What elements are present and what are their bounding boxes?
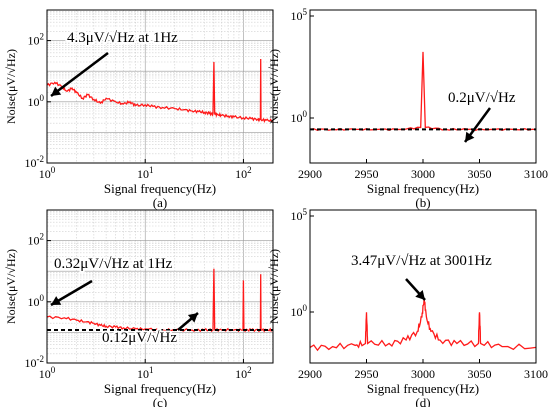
plot-frame (309, 209, 537, 364)
x-axis-label: Signal frequency(Hz) (367, 381, 479, 396)
annotation-text: 3.47μV/√Hz at 3001Hz (351, 253, 492, 269)
panel-label: (a) (153, 195, 167, 210)
y-tick-label: 102 (28, 232, 45, 248)
y-axis-label: Noise(μV/√Hz) (267, 249, 281, 324)
annotation-text: 0.32μV/√Hz at 1Hz (54, 256, 173, 272)
annotation-arrowhead (465, 131, 475, 142)
annotation-arrowhead (51, 296, 62, 305)
y-tick-label: 102 (28, 32, 45, 48)
panel-label: (c) (153, 395, 167, 407)
x-tick-label: 100 (39, 365, 56, 381)
series-line-1 (309, 298, 537, 352)
annotation-halo: 3.47μV/√Hz at 3001Hz (351, 253, 492, 269)
annotation-halo: 4.3μV/√Hz at 1Hz (67, 30, 178, 46)
x-tick-label: 3100 (524, 367, 548, 381)
x-tick-label: 2900 (298, 167, 322, 181)
annotation-text: 0.12μV/√Hz (102, 330, 177, 346)
panel-label: (d) (415, 395, 430, 407)
x-tick-label: 3050 (468, 367, 492, 381)
series-line-1 (46, 58, 274, 123)
x-tick-label: 2950 (355, 167, 379, 181)
x-tick-label: 3100 (524, 167, 548, 181)
x-axis-label: Signal frequency(Hz) (104, 181, 216, 196)
panel-label: (b) (415, 195, 430, 210)
y-axis-label: Noise(μV/√Hz) (4, 49, 18, 124)
x-tick-label: 102 (235, 165, 252, 181)
y-tick-label: 100 (291, 109, 308, 125)
x-tick-label: 2950 (355, 367, 379, 381)
x-tick-label: 100 (39, 165, 56, 181)
x-tick-label: 101 (137, 365, 154, 381)
annotation-text: 0.2μV/√Hz (448, 90, 516, 106)
chart-panel-2: 2900 2950 3000 3050 3100 100 105 Signal frequen… (267, 7, 548, 210)
x-tick-label: 101 (137, 165, 154, 181)
y-tick-label: 105 (291, 7, 308, 23)
annotation-halo: 0.32μV/√Hz at 1Hz (54, 256, 173, 272)
y-tick-label: 100 (28, 293, 45, 309)
y-tick-label: 100 (291, 303, 308, 319)
annotation-halo: 0.2μV/√Hz (448, 90, 516, 106)
annotation-halo: 0.12μV/√Hz (102, 330, 177, 346)
plot-frame (46, 209, 274, 364)
x-tick-label: 3000 (411, 167, 435, 181)
plot-frame (309, 9, 537, 164)
y-axis-label: Noise(μV/√Hz) (4, 249, 18, 324)
x-tick-label: 2900 (298, 367, 322, 381)
x-tick-label: 102 (235, 365, 252, 381)
x-tick-label: 3050 (468, 167, 492, 181)
annotation-arrowhead (187, 313, 198, 323)
grid (47, 210, 273, 363)
plot-frame (46, 9, 274, 164)
y-axis-label: Noise(μV/√Hz) (267, 49, 281, 124)
chart-panel-4: 2900 2950 3000 3050 3100 100 105 Signal frequen… (267, 207, 548, 407)
x-axis-label: Signal frequency(Hz) (367, 181, 479, 196)
y-tick-label: 105 (291, 207, 308, 223)
annotation-arrowhead (51, 86, 62, 96)
annotation-arrowhead (415, 290, 425, 300)
annotation-text: 4.3μV/√Hz at 1Hz (67, 30, 178, 46)
annotation-arrow (50, 52, 109, 97)
x-tick-label: 3000 (411, 367, 435, 381)
y-tick-label: 100 (28, 93, 45, 109)
series-line-1 (46, 268, 274, 333)
x-axis-label: Signal frequency(Hz) (104, 381, 216, 396)
